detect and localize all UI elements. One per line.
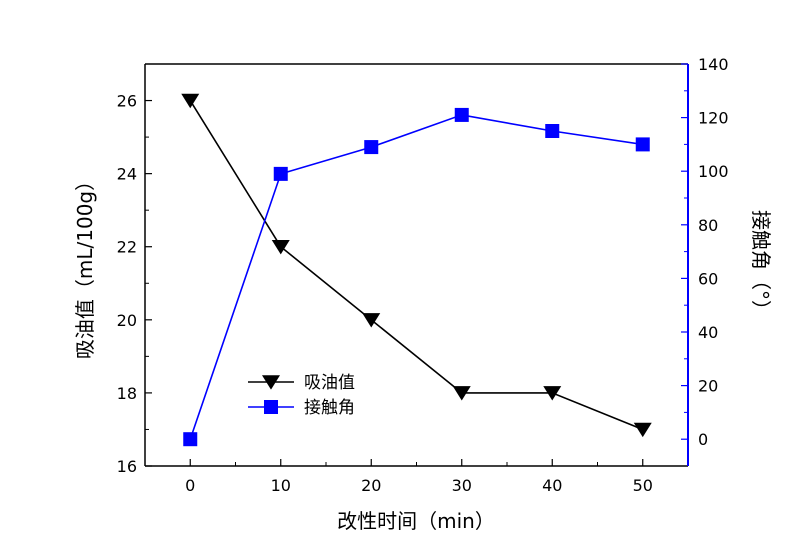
x-axis-title: 改性时间（min） xyxy=(337,509,495,533)
oil-absorption-line xyxy=(189,100,644,431)
legend-marker-oil-absorption xyxy=(262,375,280,390)
left-tick-label: 22 xyxy=(117,238,137,257)
oil-absorption-point xyxy=(452,386,471,401)
right-y-axis-title: 接触角（°） xyxy=(749,210,773,320)
contact-angle-point xyxy=(545,124,560,138)
contact-angle-point xyxy=(635,137,650,152)
right-tick-label: 0 xyxy=(698,430,708,449)
left-tick-label: 20 xyxy=(117,311,137,330)
plot-area xyxy=(145,63,688,467)
right-tick-label: 60 xyxy=(698,269,718,288)
left-tick-label: 18 xyxy=(117,384,137,403)
x-tick-label: 40 xyxy=(542,476,562,495)
right-tick-label: 140 xyxy=(698,55,729,74)
right-tick-label: 80 xyxy=(698,216,718,235)
x-tick-label: 10 xyxy=(271,476,291,495)
legend-label-oil-absorption: 吸油值 xyxy=(304,373,355,393)
oil-absorption-point xyxy=(543,386,562,401)
x-tick-label: 30 xyxy=(452,476,472,495)
x-tick-label: 50 xyxy=(633,476,653,495)
left-tick-label: 16 xyxy=(117,457,137,476)
contact-angle-point xyxy=(364,140,379,155)
legend-label-contact-angle: 接触角 xyxy=(304,398,355,418)
right-tick-label: 40 xyxy=(698,323,718,342)
series-group xyxy=(181,93,652,447)
legend-marker-contact-angle xyxy=(264,400,278,414)
contact-angle-point xyxy=(183,432,198,447)
oil-absorption-point xyxy=(181,93,200,109)
left-tick-label: 26 xyxy=(117,92,137,111)
x-axis: 0 10 20 30 40 50 xyxy=(185,459,653,495)
right-tick-label: 20 xyxy=(698,377,718,396)
oil-absorption-point xyxy=(362,313,381,328)
right-y-axis: 0 20 40 60 80 100 120 140 xyxy=(681,55,729,466)
left-y-axis: 16 18 20 22 24 26 xyxy=(117,64,152,476)
oil-absorption-point xyxy=(633,422,652,438)
right-tick-label: 100 xyxy=(698,162,729,181)
contact-angle-line xyxy=(189,114,643,440)
x-tick-label: 20 xyxy=(361,476,381,495)
left-y-axis-title: 吸油值（mL/100g） xyxy=(73,171,97,359)
oil-absorption-point xyxy=(271,239,290,255)
contact-angle-point xyxy=(273,166,288,181)
right-tick-label: 120 xyxy=(698,109,729,128)
contact-angle-point xyxy=(454,107,469,122)
left-tick-label: 24 xyxy=(117,165,137,184)
x-tick-label: 0 xyxy=(185,476,195,495)
